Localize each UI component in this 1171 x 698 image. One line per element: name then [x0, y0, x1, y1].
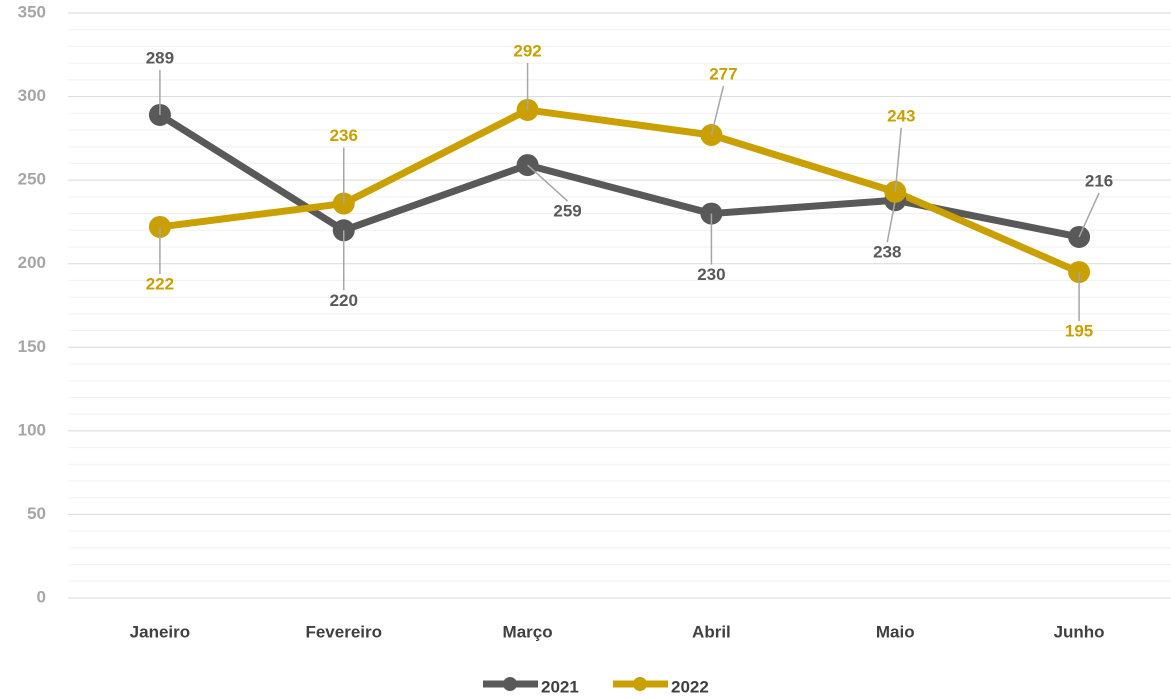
data-label: 292 [513, 41, 541, 60]
x-tick-label: Janeiro [130, 622, 190, 641]
x-tick-label: Março [503, 622, 553, 641]
x-tick-label: Maio [876, 622, 915, 641]
y-tick-label: 100 [18, 420, 46, 439]
data-label: 277 [709, 64, 737, 83]
legend-marker [503, 677, 517, 691]
y-tick-label: 200 [18, 253, 46, 272]
data-label: 222 [146, 274, 174, 293]
data-label: 238 [873, 243, 901, 262]
leader-line [1078, 192, 1100, 238]
y-tick-label: 50 [27, 504, 46, 523]
y-tick-label: 0 [37, 587, 46, 606]
line [159, 106, 1081, 276]
y-tick-label: 350 [18, 2, 46, 21]
data-label: 195 [1065, 322, 1093, 341]
data-label: 259 [553, 202, 581, 221]
x-tick-label: Junho [1054, 622, 1105, 641]
legend-label: 2022 [671, 677, 709, 696]
data-label: 216 [1085, 171, 1113, 190]
data-label: 230 [697, 265, 725, 284]
data-label: 289 [146, 48, 174, 67]
line [158, 111, 1080, 241]
data-label: 243 [887, 106, 915, 125]
y-tick-label: 300 [18, 86, 46, 105]
y-tick-label: 250 [18, 170, 46, 189]
leader-line [894, 127, 902, 192]
leader-line [527, 164, 569, 202]
legend-label: 2021 [541, 677, 579, 696]
x-tick-label: Fevereiro [305, 622, 382, 641]
data-label: 220 [330, 291, 358, 310]
y-tick-label: 150 [18, 337, 46, 356]
data-label: 236 [330, 126, 358, 145]
leader-line [886, 200, 896, 243]
legend-marker [633, 677, 647, 691]
x-tick-label: Abril [692, 622, 731, 641]
leader-line [710, 85, 725, 136]
